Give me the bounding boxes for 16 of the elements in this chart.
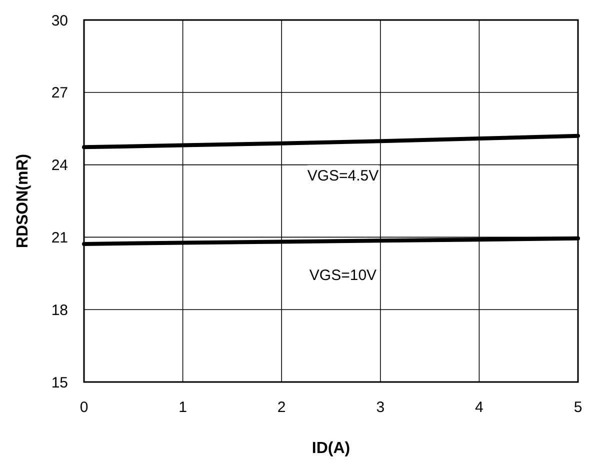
y-tick-label: 18 xyxy=(51,302,68,319)
annotation: VGS=4.5V xyxy=(307,167,379,184)
y-tick-label: 15 xyxy=(51,374,68,392)
x-tick-label: 3 xyxy=(376,399,385,416)
x-tick-label: 5 xyxy=(574,399,582,416)
y-tick-label: 27 xyxy=(51,84,68,102)
y-tick-label: 30 xyxy=(51,12,68,30)
x-tick-label: 0 xyxy=(80,399,88,416)
annotation: VGS=10V xyxy=(309,266,377,284)
y-tick-label: 21 xyxy=(51,229,68,246)
x-tick-label: 1 xyxy=(178,399,187,416)
y-axis-title: RDSON(mR) xyxy=(14,154,32,248)
x-tick-label: 4 xyxy=(475,399,484,416)
x-tick-label: 2 xyxy=(277,399,286,416)
y-tick-label: 24 xyxy=(51,157,68,174)
x-axis-title: ID(A) xyxy=(312,440,350,457)
